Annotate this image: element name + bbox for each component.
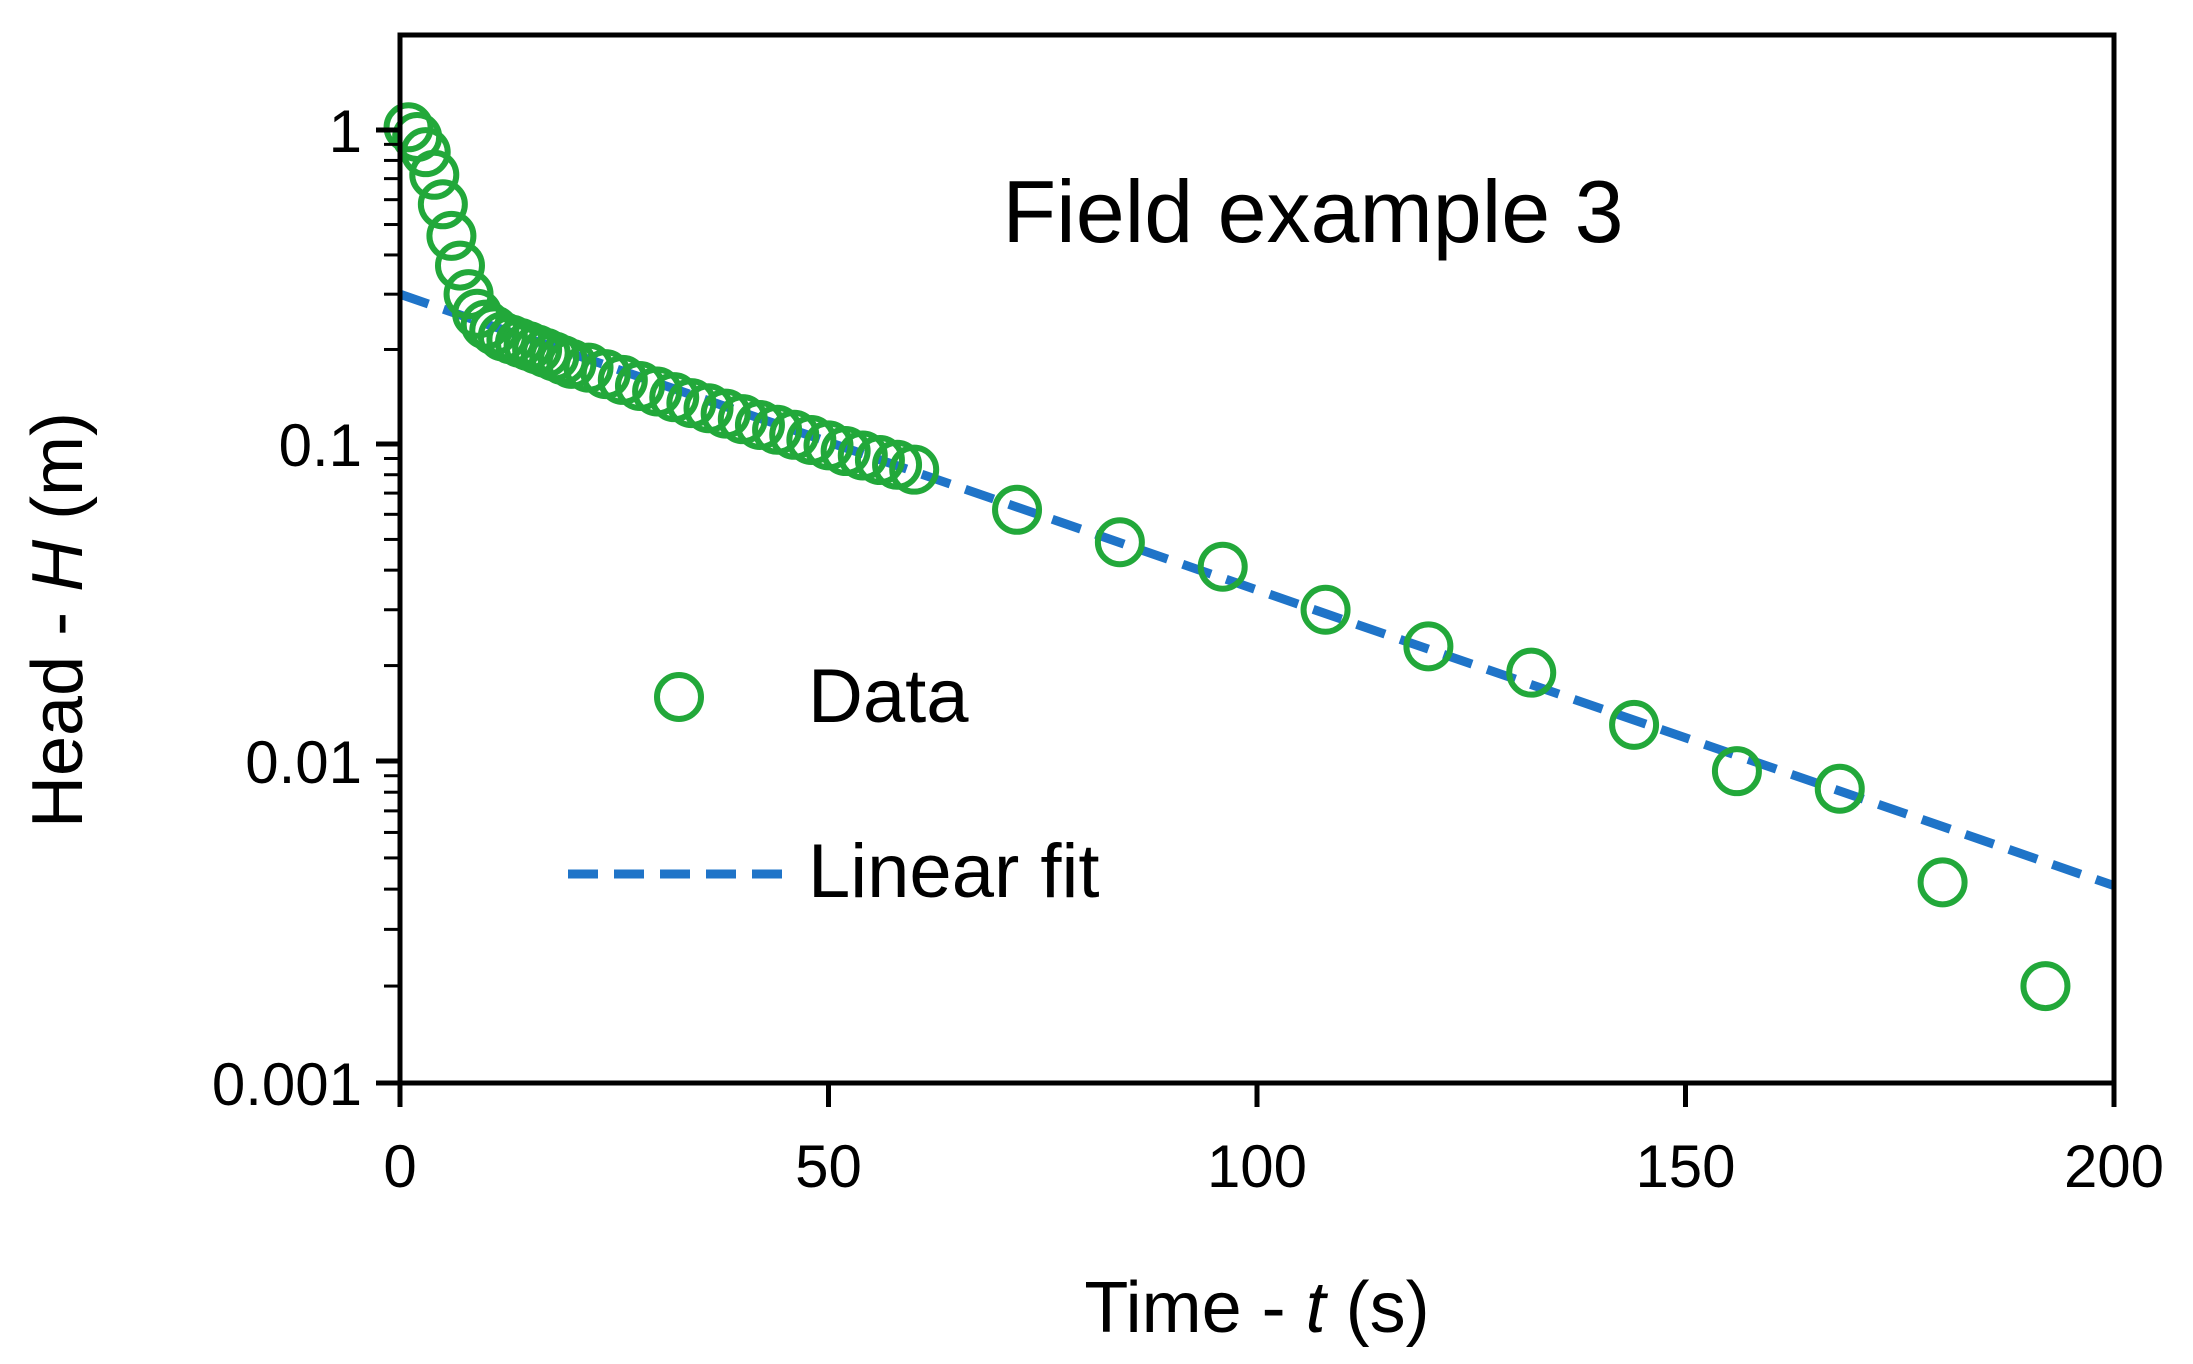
data-point xyxy=(417,179,468,230)
fit-line xyxy=(398,289,2116,890)
y-tick-label: 0.1 xyxy=(279,412,362,479)
y-tick-label: 1 xyxy=(329,98,362,165)
legend: Data Linear fit xyxy=(568,654,1100,914)
legend-fit-label: Linear fit xyxy=(808,829,1100,914)
y-axis-label: Head - H (m) xyxy=(18,412,98,828)
data-point xyxy=(1917,857,1968,908)
x-tick-label: 200 xyxy=(2064,1133,2164,1200)
y-ticks-group: 0.001 0.01 0.1 1 xyxy=(212,98,400,1118)
data-point xyxy=(1609,699,1660,750)
data-point xyxy=(383,102,434,153)
data-point xyxy=(1403,621,1454,672)
data-point xyxy=(1711,746,1762,797)
data-point xyxy=(2020,961,2071,1012)
y-axis-label-prefix: Head - xyxy=(18,592,98,828)
x-axis-label-prefix: Time - xyxy=(1084,1268,1305,1348)
y-axis-label-unit: (m) xyxy=(18,412,98,540)
data-point xyxy=(434,240,485,291)
x-tick-label: 50 xyxy=(795,1133,862,1200)
data-point xyxy=(1506,647,1557,698)
legend-data-label: Data xyxy=(808,654,969,739)
data-point xyxy=(400,127,451,178)
data-point xyxy=(889,444,940,495)
x-axis-label-var: t xyxy=(1306,1268,1329,1348)
x-tick-label: 150 xyxy=(1635,1133,1735,1200)
fit-line-group xyxy=(398,289,2116,890)
x-tick-label: 100 xyxy=(1207,1133,1307,1200)
x-axis-label-unit: (s) xyxy=(1326,1268,1430,1348)
legend-data-marker xyxy=(654,672,704,722)
data-point xyxy=(992,484,1043,535)
data-point xyxy=(426,210,477,261)
data-point xyxy=(1300,584,1351,635)
y-tick-label: 0.01 xyxy=(245,729,362,796)
data-point xyxy=(1197,541,1248,592)
x-tick-label: 0 xyxy=(383,1133,416,1200)
y-tick-label: 0.001 xyxy=(212,1051,362,1118)
y-axis-label-var: H xyxy=(18,539,98,592)
x-axis-label: Time - t (s) xyxy=(1084,1268,1429,1348)
data-point xyxy=(1814,763,1865,814)
x-ticks-group: 0 50 100 150 200 xyxy=(383,1083,2164,1200)
data-point xyxy=(1094,517,1145,568)
chart-title: Field example 3 xyxy=(1002,162,1623,261)
data-point xyxy=(409,149,460,200)
data-points-group xyxy=(383,102,2071,1012)
